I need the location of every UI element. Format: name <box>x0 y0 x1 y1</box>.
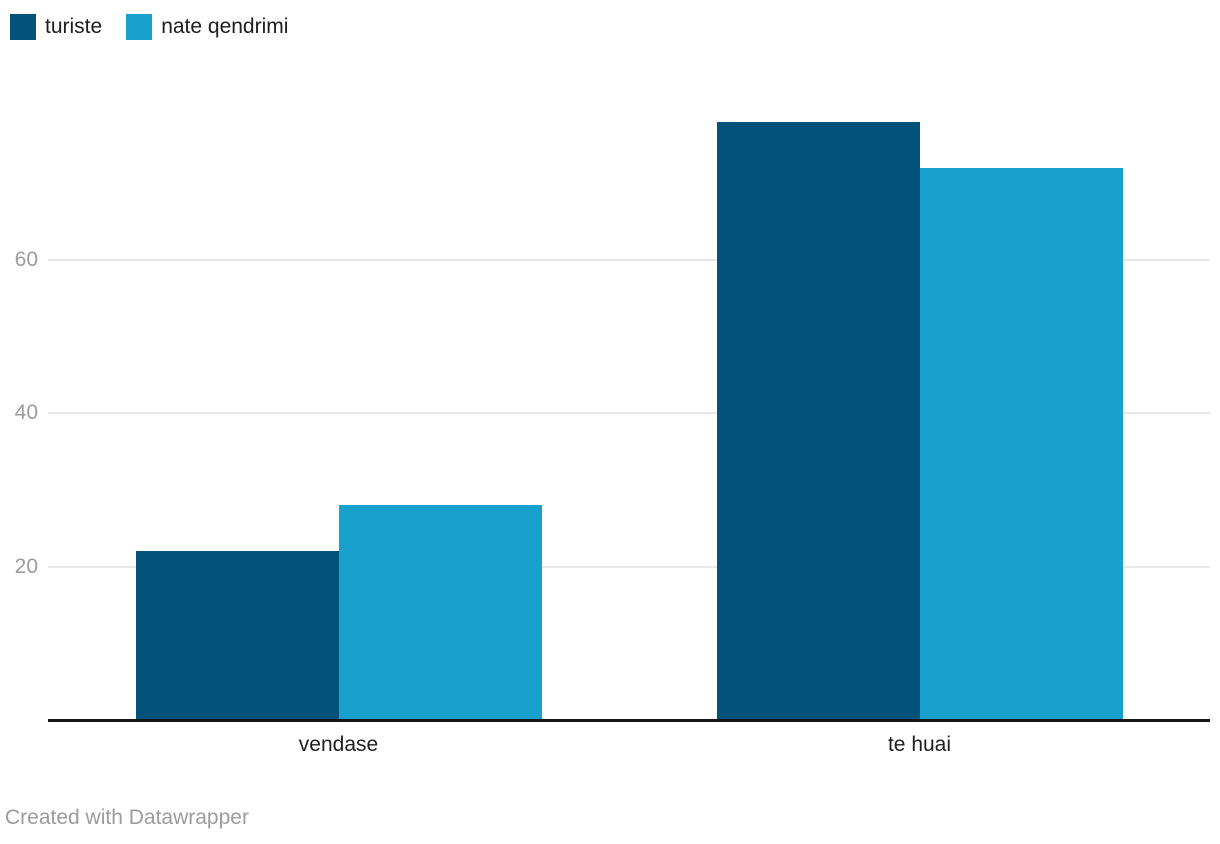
x-axis-line <box>48 719 1210 722</box>
bar-turiste-vendase <box>135 551 339 720</box>
y-tick-label-60: 60 <box>14 248 38 272</box>
x-category-label-vendase: vendase <box>298 733 379 756</box>
bar-turiste-te-huai <box>716 122 920 720</box>
gridline-60 <box>48 259 1210 262</box>
legend-item-nate-qendrimi: nate qendrimi <box>126 13 288 41</box>
attribution-text: Created with Datawrapper <box>5 806 249 829</box>
bar-nate-qendrimi-te-huai <box>919 168 1123 720</box>
legend-swatch-turiste <box>10 14 36 40</box>
gridline-40 <box>48 412 1210 415</box>
legend-swatch-nate-qendrimi <box>126 14 153 40</box>
y-tick-label-20: 20 <box>14 554 38 578</box>
gridline-20 <box>48 565 1210 568</box>
legend-item-turiste: turiste <box>10 13 102 41</box>
y-tick-label-40: 40 <box>14 401 38 425</box>
bar-nate-qendrimi-vendase <box>338 505 542 720</box>
legend: turiste nate qendrimi <box>10 13 288 41</box>
legend-label-turiste: turiste <box>45 15 103 38</box>
legend-label-nate-qendrimi: nate qendrimi <box>161 15 289 38</box>
x-category-label-te-huai: te huai <box>887 733 952 756</box>
